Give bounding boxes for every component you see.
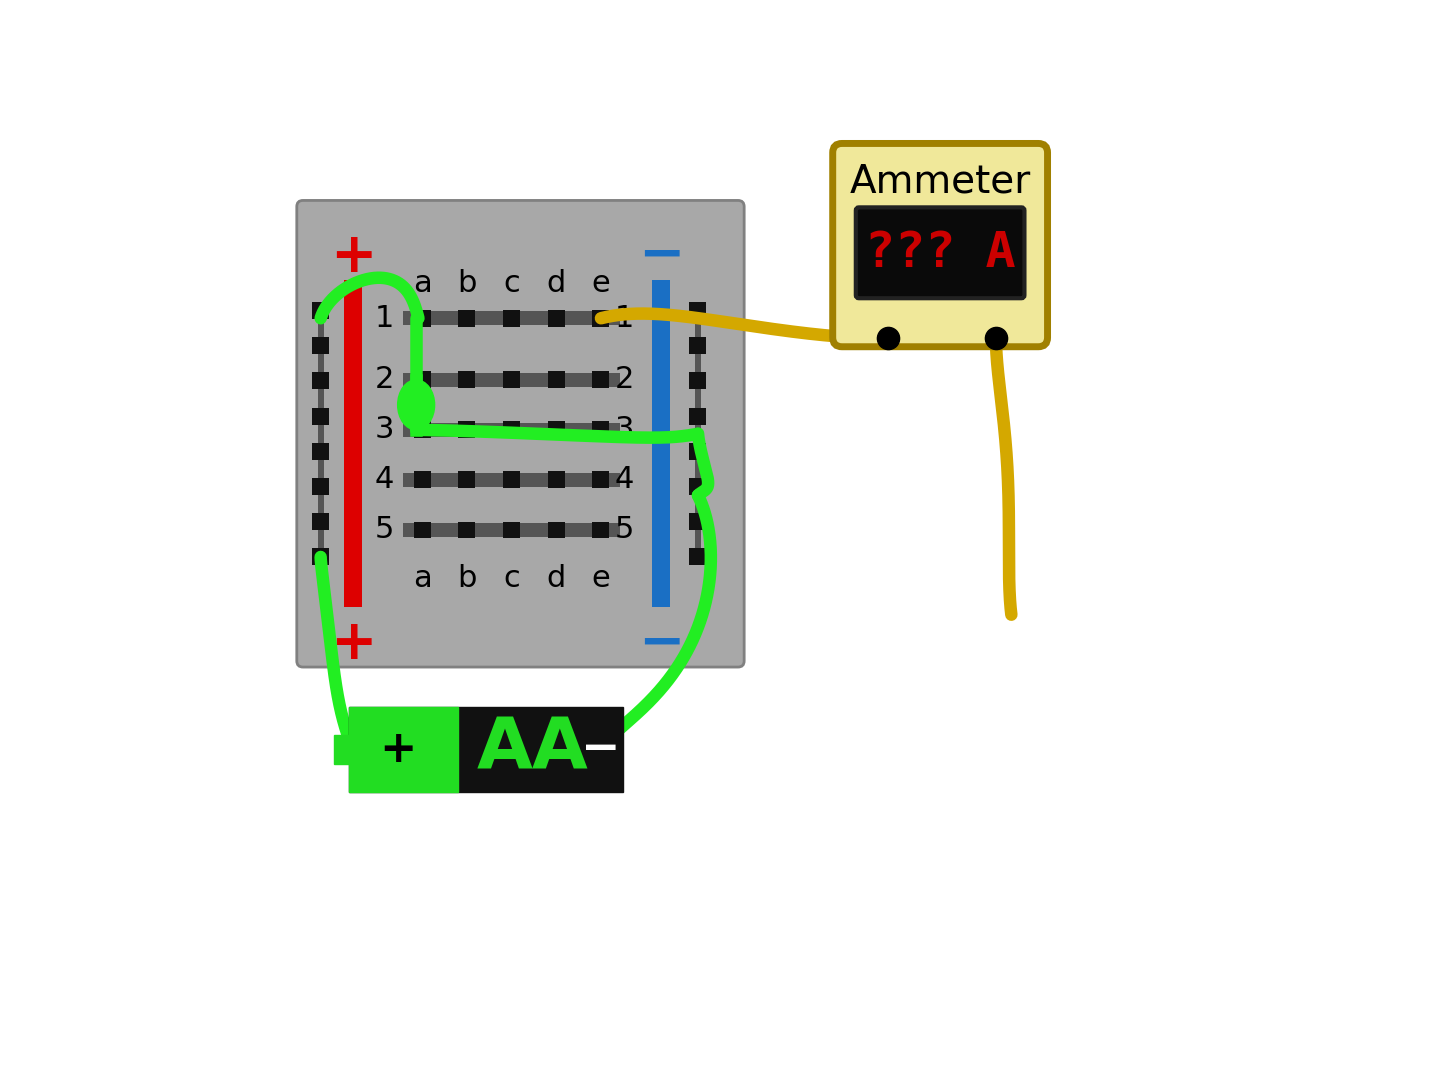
Bar: [547, 310, 564, 327]
Text: 4: 4: [615, 465, 634, 495]
Text: e: e: [592, 564, 611, 593]
Bar: [318, 319, 324, 550]
Text: 4: 4: [374, 465, 393, 495]
Bar: [458, 472, 475, 488]
Bar: [458, 522, 475, 539]
Text: 5: 5: [374, 515, 393, 544]
Bar: [403, 373, 621, 387]
Text: 5: 5: [615, 515, 634, 544]
Bar: [592, 372, 609, 389]
Bar: [344, 280, 363, 607]
Text: a: a: [413, 564, 432, 593]
Ellipse shape: [397, 380, 435, 430]
Bar: [312, 513, 330, 530]
Bar: [312, 549, 330, 566]
Text: c: c: [503, 269, 520, 298]
Text: 1: 1: [615, 303, 634, 333]
Bar: [592, 472, 609, 488]
Bar: [413, 522, 431, 539]
Text: −: −: [638, 228, 684, 282]
Bar: [503, 472, 520, 488]
Text: −: −: [582, 727, 621, 772]
Bar: [592, 421, 609, 438]
Bar: [413, 472, 431, 488]
Bar: [312, 478, 330, 495]
Bar: [403, 423, 621, 436]
Text: Ammeter: Ammeter: [850, 163, 1031, 201]
Bar: [690, 513, 707, 530]
Bar: [503, 310, 520, 327]
Bar: [690, 407, 707, 424]
Bar: [547, 522, 564, 539]
Bar: [592, 522, 609, 539]
Text: d: d: [547, 564, 566, 593]
Bar: [690, 373, 707, 390]
Bar: [547, 421, 564, 438]
Text: c: c: [503, 564, 520, 593]
Text: b: b: [458, 269, 477, 298]
Bar: [348, 707, 458, 792]
Bar: [503, 421, 520, 438]
Text: 3: 3: [374, 416, 393, 444]
Bar: [690, 302, 707, 319]
Text: +: +: [330, 617, 376, 671]
Text: 1: 1: [374, 303, 393, 333]
Bar: [413, 421, 431, 438]
Bar: [312, 337, 330, 354]
Bar: [312, 373, 330, 390]
Bar: [413, 372, 431, 389]
Bar: [348, 707, 622, 792]
Bar: [403, 523, 621, 537]
Bar: [312, 443, 330, 460]
Text: 2: 2: [374, 365, 393, 394]
Bar: [690, 549, 707, 566]
Text: 2: 2: [615, 365, 634, 394]
Bar: [458, 372, 475, 389]
Bar: [547, 472, 564, 488]
Bar: [458, 310, 475, 327]
Bar: [403, 311, 621, 325]
FancyBboxPatch shape: [855, 207, 1024, 298]
Bar: [334, 734, 348, 765]
Text: 3: 3: [615, 416, 634, 444]
Bar: [458, 421, 475, 438]
Bar: [547, 372, 564, 389]
Text: −: −: [638, 617, 684, 671]
Bar: [690, 478, 707, 495]
Bar: [503, 522, 520, 539]
Bar: [592, 310, 609, 327]
FancyBboxPatch shape: [832, 144, 1047, 347]
Bar: [312, 302, 330, 319]
Bar: [413, 310, 431, 327]
Bar: [690, 443, 707, 460]
Text: d: d: [547, 269, 566, 298]
Text: e: e: [592, 269, 611, 298]
Text: AA: AA: [477, 715, 588, 784]
Bar: [503, 372, 520, 389]
Text: +: +: [330, 230, 376, 284]
Text: ??? A: ??? A: [865, 229, 1015, 276]
Text: a: a: [413, 269, 432, 298]
Bar: [403, 473, 621, 487]
Bar: [652, 280, 670, 607]
Text: b: b: [458, 564, 477, 593]
FancyBboxPatch shape: [297, 201, 744, 667]
Bar: [696, 319, 701, 550]
Bar: [690, 337, 707, 354]
Bar: [312, 407, 330, 424]
Text: +: +: [380, 728, 418, 771]
